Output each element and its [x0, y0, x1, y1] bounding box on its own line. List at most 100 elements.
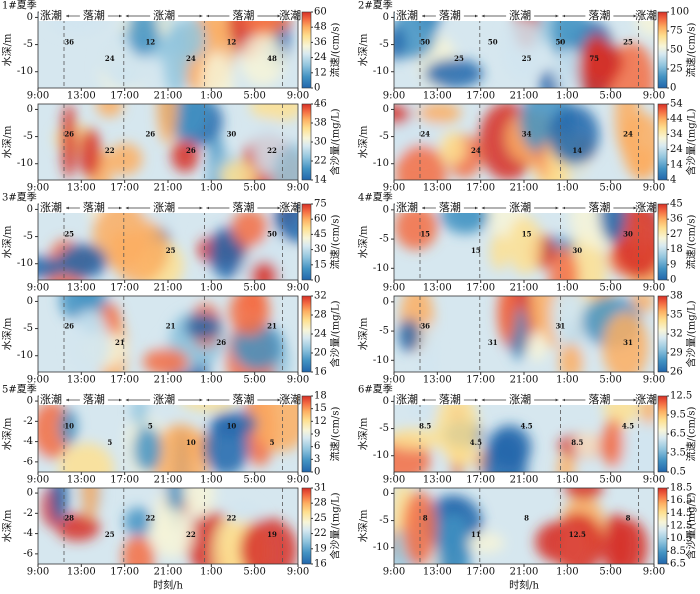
tide-label: 涨潮: [635, 200, 657, 214]
contour-blob: [240, 34, 285, 86]
blobs: [41, 488, 298, 564]
y-tick-label: -5: [379, 423, 389, 434]
tide-strip: [395, 202, 653, 213]
x-tick-label: 9:00: [27, 283, 49, 294]
colorbar-tick-label: 26: [670, 367, 683, 378]
colorbar-tick-label: 75: [314, 199, 327, 210]
colorbar-tick-label: 50: [670, 45, 683, 56]
contour-field: [38, 104, 298, 180]
contour-blob: [398, 318, 420, 352]
y-tick-label: -5: [23, 131, 33, 142]
y-tick-label: -5: [23, 231, 33, 242]
contour-label: 50: [556, 37, 566, 46]
y-axis-label: 水深/m: [358, 509, 370, 542]
contour-blob: [527, 331, 548, 362]
x-tick-label: 17:00: [466, 283, 495, 294]
contour-blob: [419, 321, 437, 372]
colorbar-tick-label: 34: [670, 129, 683, 140]
y-tick-label: 0: [383, 204, 389, 215]
contour-label: 21: [166, 321, 176, 330]
y-axis-label: 水深/m: [358, 317, 370, 350]
colorbar-tick-label: 14: [314, 175, 327, 186]
colorbar-label: 流速/(cm/s): [329, 407, 342, 462]
x-tick-label: 13:00: [67, 183, 96, 194]
y-tick-label: 0: [27, 104, 33, 115]
colorbar-tick-label: 32: [670, 329, 683, 340]
x-tick-label: 21:00: [510, 375, 539, 386]
y-tick-label: -10: [17, 158, 33, 169]
tide-label: 落潮: [83, 392, 105, 406]
x-tick-label: 9:00: [27, 375, 49, 386]
x-tick-label: 13:00: [67, 91, 96, 102]
x-tick-label: 21:00: [154, 283, 183, 294]
contour-blob: [602, 311, 649, 372]
x-tick-label: 21:00: [154, 475, 183, 486]
colorbar-tick-label: 28: [314, 498, 327, 509]
contour-blob: [548, 105, 600, 165]
contour-blob: [435, 396, 479, 462]
blobs: [398, 296, 654, 372]
colorbar-tick-label: 60: [314, 214, 327, 225]
contour-blob: [92, 204, 149, 269]
contour-blob: [507, 216, 543, 275]
x-tick-label: 5:00: [243, 375, 265, 386]
tide-label: 涨潮: [279, 392, 301, 406]
x-tick-label: 1:00: [556, 183, 578, 194]
colorbar-tick-label: 0: [670, 83, 676, 94]
colorbar-tick-label: 12.5: [670, 521, 692, 532]
tide-label: 涨潮: [40, 8, 62, 22]
y-tick-label: 0: [383, 396, 389, 407]
x-tick-label: 13:00: [67, 475, 96, 486]
colorbar-tick-label: 3: [314, 454, 320, 465]
x-tick-label: 5:00: [243, 567, 265, 578]
y-tick-label: 0: [383, 488, 389, 499]
colorbar-tick-label: 45: [670, 199, 683, 210]
colorbar-tick-label: 29: [670, 348, 683, 359]
colorbar-label: 含沙量/(mg/L): [685, 108, 698, 175]
contour-label: 15: [471, 246, 481, 255]
colorbar: [657, 11, 668, 89]
contour-field: [38, 296, 298, 372]
contour-blob: [550, 296, 578, 347]
colorbar-tick-label: 0: [670, 275, 676, 286]
contour-blob: [559, 343, 583, 372]
contour-blob: [81, 488, 100, 520]
x-tick-label: 13:00: [67, 567, 96, 578]
colorbar-tick-label: 0: [314, 275, 320, 286]
colorbar-tick-label: 25: [670, 64, 683, 75]
colorbar: [657, 203, 668, 281]
x-tick-label: 5:00: [599, 91, 621, 102]
contour-label: 22: [227, 513, 237, 522]
x-tick-label: 5:00: [599, 183, 621, 194]
y-tick-label: -10: [373, 542, 389, 553]
colorbar-tick-label: 30: [314, 244, 327, 255]
x-axis-label: 时刻/h: [509, 579, 539, 592]
x-tick-label: 9:00: [27, 91, 49, 102]
panel-title: 2#夏季: [358, 0, 393, 12]
colorbar: [657, 103, 668, 181]
contour-label: 25: [623, 37, 633, 46]
contour-blob: [239, 518, 298, 564]
tide-label: 涨潮: [40, 200, 62, 214]
contour-label: 8: [423, 513, 428, 522]
x-tick-label: 1:00: [200, 375, 222, 386]
colorbar-tick-label: 18: [670, 244, 683, 255]
contour-blob: [133, 426, 162, 472]
tide-label: 涨潮: [153, 392, 175, 406]
contour-blob: [122, 535, 155, 564]
contour-field: [394, 204, 654, 280]
y-axis-label: 水深/m: [2, 509, 14, 542]
panel-title: 1#夏季: [2, 0, 37, 12]
contour-field: [38, 12, 298, 88]
contour-label: 22: [186, 530, 196, 539]
x-tick-label: 13:00: [67, 375, 96, 386]
y-tick-label: -5: [23, 39, 33, 50]
colorbar: [657, 487, 668, 565]
colorbar-tick-label: 15: [314, 259, 327, 270]
y-tick-label: -5: [379, 39, 389, 50]
contour-blob: [157, 104, 178, 145]
x-tick-label: 9:00: [643, 183, 665, 194]
tide-label: 落潮: [588, 8, 610, 22]
colorbar-tick-label: 19: [314, 543, 327, 554]
y-tick-label: 0: [383, 104, 389, 115]
